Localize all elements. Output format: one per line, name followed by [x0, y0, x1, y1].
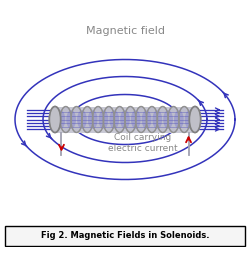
Ellipse shape [71, 106, 82, 133]
Ellipse shape [49, 106, 61, 133]
Ellipse shape [146, 106, 158, 133]
Ellipse shape [131, 110, 140, 129]
Ellipse shape [77, 110, 87, 129]
Ellipse shape [60, 106, 72, 133]
Text: Magnetic field: Magnetic field [86, 27, 164, 37]
Bar [55, 106, 195, 133]
Ellipse shape [185, 110, 194, 129]
Ellipse shape [152, 110, 162, 129]
Ellipse shape [114, 106, 125, 133]
Ellipse shape [82, 106, 93, 133]
FancyBboxPatch shape [5, 226, 245, 246]
Ellipse shape [125, 106, 136, 133]
Ellipse shape [189, 106, 201, 133]
Ellipse shape [98, 110, 108, 129]
Ellipse shape [189, 106, 201, 133]
Ellipse shape [163, 110, 173, 129]
Ellipse shape [142, 110, 152, 129]
Ellipse shape [157, 106, 168, 133]
Ellipse shape [168, 106, 179, 133]
Ellipse shape [103, 106, 115, 133]
Ellipse shape [136, 106, 147, 133]
Ellipse shape [88, 110, 98, 129]
Text: Coil carrying
electric current: Coil carrying electric current [108, 133, 178, 153]
Ellipse shape [178, 106, 190, 133]
Ellipse shape [49, 106, 61, 133]
Ellipse shape [120, 110, 130, 129]
Text: Fig 2. Magnetic Fields in Solenoids.: Fig 2. Magnetic Fields in Solenoids. [41, 231, 209, 240]
Ellipse shape [92, 106, 104, 133]
Ellipse shape [174, 110, 184, 129]
Ellipse shape [56, 110, 65, 129]
Ellipse shape [110, 110, 119, 129]
Ellipse shape [66, 110, 76, 129]
